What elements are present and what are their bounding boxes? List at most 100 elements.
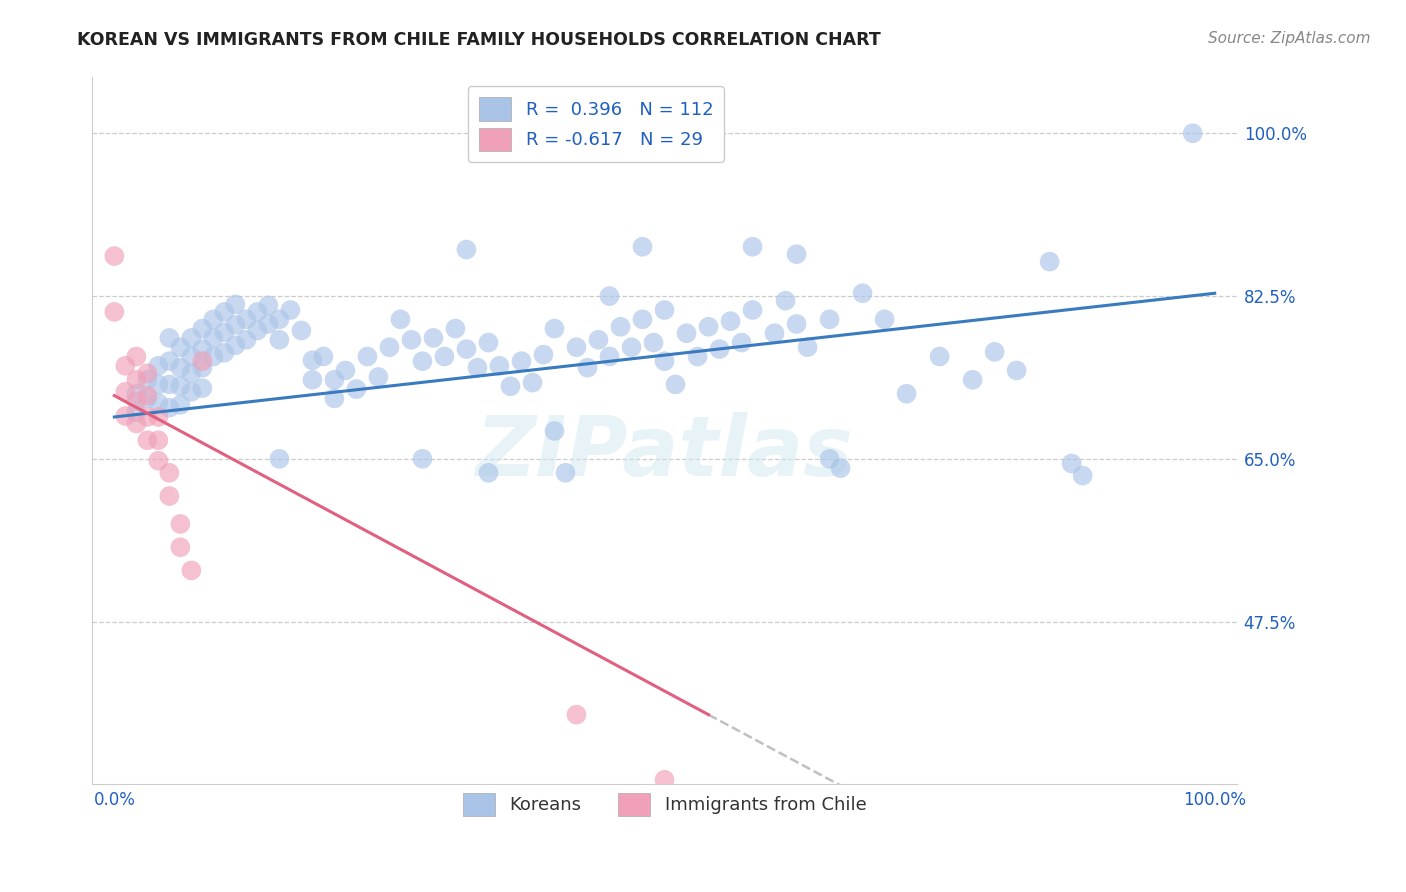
Point [257,298,280,312]
Point [114,409,136,423]
Point [169,540,191,554]
Point [851,286,873,301]
Point [235,333,257,347]
Point [224,297,246,311]
Point [786,247,808,261]
Point [191,360,214,375]
Point [191,354,214,368]
Point [148,409,170,424]
Point [148,453,170,467]
Point [697,319,720,334]
Point [467,360,489,375]
Point [411,354,433,368]
Point [411,451,433,466]
Point [290,323,312,337]
Point [125,394,148,409]
Point [873,312,896,326]
Point [103,249,125,263]
Point [775,293,797,308]
Point [103,305,125,319]
Point [533,348,555,362]
Point [214,326,236,340]
Point [323,373,346,387]
Point [169,360,191,375]
Point [148,377,170,392]
Point [422,331,444,345]
Point [125,386,148,401]
Point [157,354,180,368]
Point [157,401,180,415]
Point [896,386,918,401]
Point [444,321,467,335]
Point [257,317,280,331]
Point [720,314,742,328]
Point [686,350,709,364]
Point [335,363,357,377]
Point [675,326,697,341]
Point [654,354,676,368]
Point [125,405,148,419]
Point [136,392,159,406]
Point [389,312,412,326]
Point [730,335,752,350]
Point [125,350,148,364]
Point [609,319,631,334]
Point [180,331,202,345]
Point [741,303,763,318]
Point [125,373,148,387]
Point [631,312,654,326]
Point [157,331,180,345]
Point [818,451,841,466]
Point [631,240,654,254]
Point [269,451,291,466]
Point [928,350,950,364]
Point [499,379,522,393]
Point [125,417,148,431]
Point [136,366,159,380]
Point [1039,254,1062,268]
Point [191,381,214,395]
Point [983,344,1005,359]
Point [214,346,236,360]
Point [136,388,159,402]
Point [191,342,214,356]
Point [367,370,389,384]
Point [598,350,620,364]
Point [169,516,191,531]
Point [269,312,291,326]
Point [301,353,323,368]
Point [1181,126,1204,140]
Point [588,333,610,347]
Point [654,772,676,787]
Point [456,243,478,257]
Point [796,340,818,354]
Point [157,489,180,503]
Point [224,318,246,332]
Point [169,340,191,354]
Point [565,340,588,354]
Point [269,333,291,347]
Point [246,323,269,337]
Point [301,373,323,387]
Text: Source: ZipAtlas.com: Source: ZipAtlas.com [1208,31,1371,46]
Point [148,359,170,373]
Point [180,366,202,380]
Point [664,377,686,392]
Point [246,305,269,319]
Point [344,382,367,396]
Point [114,384,136,399]
Point [510,354,533,368]
Point [620,340,643,354]
Point [356,350,378,364]
Point [543,424,565,438]
Point [477,335,499,350]
Point [962,373,984,387]
Point [654,303,676,318]
Point [157,466,180,480]
Point [830,461,852,475]
Point [214,305,236,319]
Point [202,350,225,364]
Text: ZIPatlas: ZIPatlas [475,411,853,492]
Point [157,377,180,392]
Point [180,564,202,578]
